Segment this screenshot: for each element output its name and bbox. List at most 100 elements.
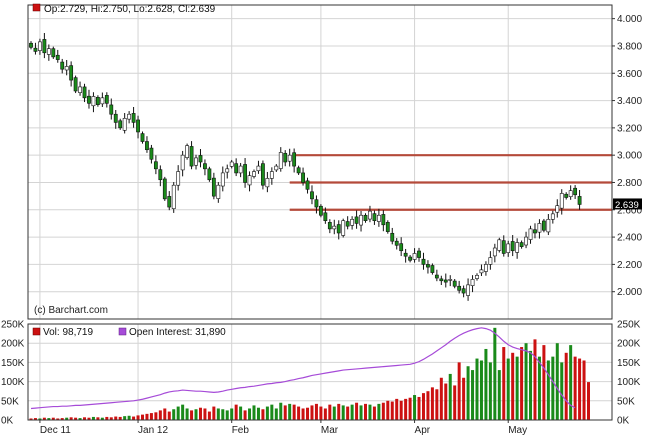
volume-bar (292, 404, 296, 420)
candle (506, 240, 511, 257)
candle-body (127, 113, 132, 120)
candle-body (211, 177, 216, 197)
volume-bar (265, 406, 269, 420)
candle (524, 231, 528, 249)
volume-bar (256, 407, 260, 420)
candle-body (162, 178, 167, 200)
candle (452, 278, 457, 289)
candle-body (452, 280, 457, 287)
price-tick-label: 3.000 (617, 151, 642, 162)
candle-body (305, 180, 310, 190)
volume-tick-label-right: 50K (617, 396, 635, 407)
volume-bar (426, 391, 430, 420)
volume-bar (511, 352, 515, 420)
candle-body (247, 175, 252, 186)
candle (211, 172, 216, 200)
volume-bar (413, 395, 417, 420)
volume-bar (207, 411, 211, 420)
candle-body (368, 210, 372, 220)
candle-body (140, 133, 145, 142)
candle-body (559, 193, 564, 209)
volume-bar (377, 403, 381, 420)
ohlc-readout: Op:2.729, Hi:2.750, Lo:2.628, Cl:2.639 (44, 4, 216, 15)
volume-bar (234, 404, 238, 420)
candle-body (265, 178, 270, 188)
volume-bar (435, 389, 439, 420)
candle (492, 243, 497, 263)
volume-bar (506, 358, 510, 420)
candle (403, 248, 408, 263)
volume-bar (91, 416, 95, 420)
volume-bar (230, 408, 234, 420)
candle-body (234, 163, 239, 174)
volume-tick-label-left: 250K (1, 320, 25, 331)
candle-body (171, 184, 176, 209)
candle (484, 261, 488, 276)
candle (78, 81, 82, 96)
candle-body (488, 257, 493, 265)
candle (153, 155, 158, 175)
volume-bar (212, 406, 216, 420)
candle-body (145, 141, 149, 151)
volume-bar (96, 417, 100, 420)
candle (220, 166, 225, 192)
candle-body (176, 171, 181, 186)
volume-bar (181, 404, 185, 420)
volume-bar (332, 406, 336, 420)
volume-bar (546, 360, 550, 420)
candle (118, 118, 123, 130)
candle-body (537, 223, 542, 233)
volume-bar (261, 409, 265, 420)
candle (234, 158, 239, 177)
time-tick-label: Feb (232, 425, 250, 436)
volume-bar (221, 409, 225, 420)
volume-bar (216, 408, 220, 420)
candle (167, 191, 172, 211)
volume-bar (341, 405, 345, 420)
volume-bar (520, 347, 524, 420)
candle (292, 148, 297, 173)
volume-bar (515, 356, 519, 420)
header-marker (32, 3, 41, 12)
candle (426, 260, 430, 274)
candle-body (225, 168, 230, 173)
candle (439, 275, 444, 286)
candle-body (354, 216, 359, 224)
candle (203, 159, 207, 176)
candle (417, 247, 421, 262)
volume-bar (328, 404, 332, 420)
candle (176, 165, 181, 191)
volume-bar (198, 407, 202, 420)
candle (515, 238, 520, 259)
candle-body (180, 154, 185, 171)
candle (327, 219, 332, 234)
candle (394, 238, 399, 250)
candle (323, 207, 328, 224)
candle (359, 211, 363, 232)
candle (430, 263, 435, 275)
copyright-label: (c) Barchart.com (34, 305, 108, 316)
candle (51, 46, 56, 59)
volume-tick-label-left: 200K (1, 339, 25, 350)
price-axis: 4.000 3.800 3.600 3.400 3.200 3.000 2.800 2.600… (612, 14, 642, 298)
price-tick-label: 2.600 (617, 205, 642, 216)
candle-body (345, 221, 350, 227)
candle-body (466, 284, 470, 296)
candle-body (381, 214, 386, 226)
volume-bar (537, 356, 541, 420)
candle-body (434, 274, 439, 279)
candle (470, 275, 475, 293)
volume-bar (439, 377, 443, 420)
candle-body (203, 163, 207, 170)
volume-bar (430, 387, 434, 420)
candle (189, 141, 194, 170)
volume-bar (408, 397, 412, 420)
volume-bar (542, 345, 546, 420)
volume-bar (323, 408, 327, 420)
volume-bar (301, 408, 305, 420)
candle-body (546, 219, 551, 233)
candle (261, 160, 265, 190)
candle (341, 218, 346, 238)
candle (497, 237, 502, 253)
candle-body (136, 119, 140, 133)
